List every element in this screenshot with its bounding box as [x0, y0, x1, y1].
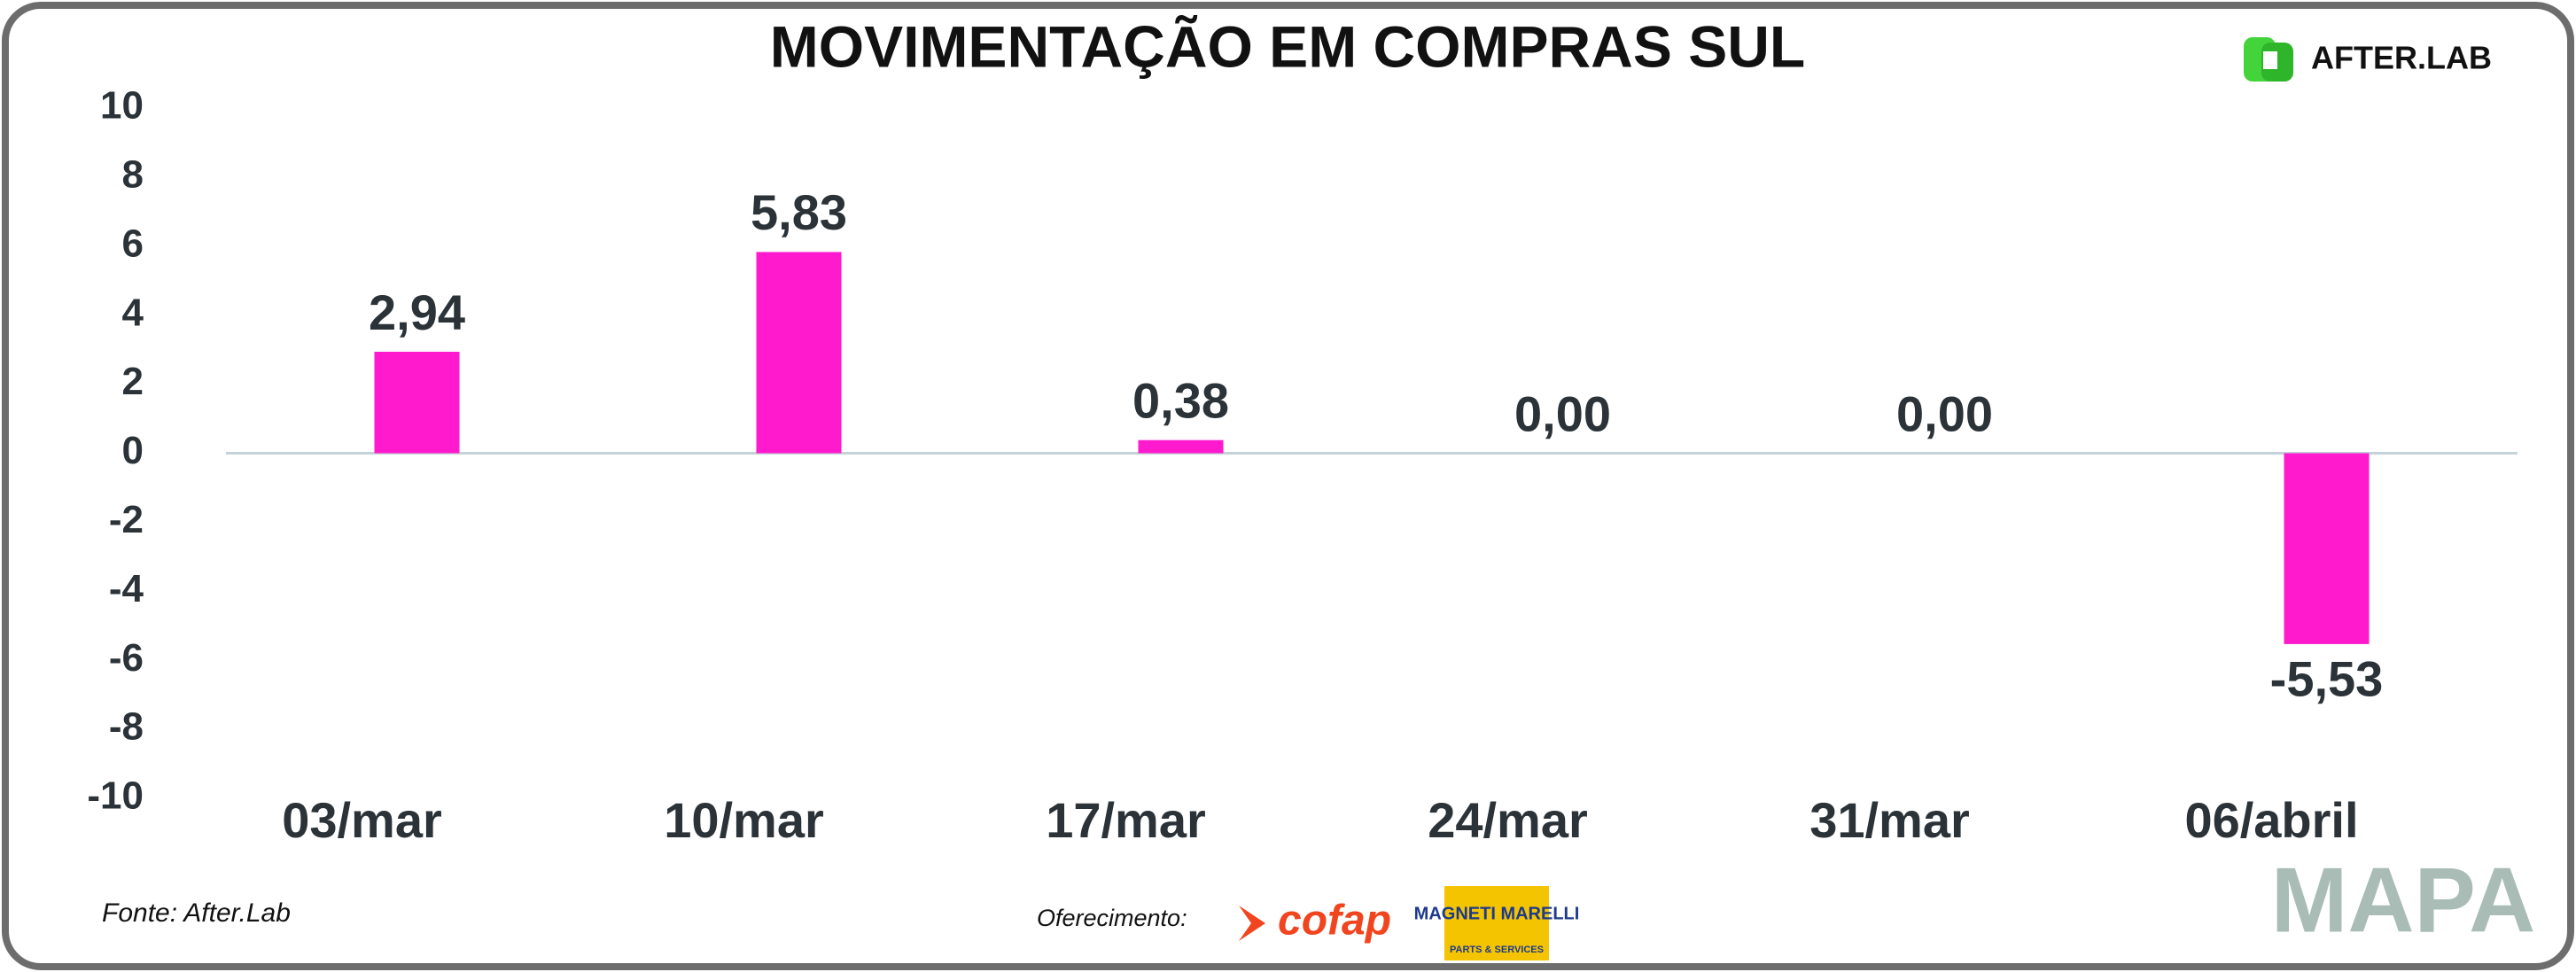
- mapa-logo: MAPA: [2271, 849, 2536, 952]
- logo-shape: [1444, 886, 1549, 960]
- bar: [756, 252, 842, 454]
- logo-shape: [1239, 906, 1265, 941]
- sponsor-label: Oferecimento:: [1037, 905, 1187, 931]
- x-tick-label: 31/mar: [1809, 792, 1970, 848]
- source: Fonte: After.Lab: [102, 898, 291, 928]
- y-tick-label: 2: [122, 360, 144, 403]
- y-tick-label: -8: [109, 705, 144, 749]
- value-label: 0,00: [1896, 385, 1993, 441]
- logo-text: AFTER.LAB: [2311, 40, 2492, 76]
- logo-text: MAGNETI MARELLI: [1414, 904, 1580, 923]
- value-label: 0,38: [1132, 372, 1229, 428]
- y-tick-label: -6: [109, 636, 144, 680]
- y-tick-label: 6: [122, 222, 144, 265]
- value-label: 5,83: [751, 184, 847, 240]
- value-label: -5,53: [2270, 651, 2384, 707]
- logo-shape: [2263, 51, 2277, 69]
- y-tick-label: 8: [122, 153, 144, 197]
- x-tick-label: 06/abril: [2184, 792, 2358, 848]
- magneti-marelli-logo: MAGNETI MARELLI PARTS & SERVICES: [1414, 886, 1580, 960]
- bar: [374, 351, 460, 454]
- chart-title: MOVIMENTAÇÃO EM COMPRAS SUL: [770, 13, 1805, 79]
- x-tick-label: 03/mar: [282, 792, 442, 848]
- bar: [1138, 439, 1224, 454]
- y-tick-label: 4: [122, 291, 144, 334]
- y-tick-label: -2: [109, 498, 144, 541]
- logo-text: PARTS & SERVICES: [1450, 945, 1544, 955]
- logo-text: cofap: [1278, 898, 1391, 945]
- value-label: 0,00: [1514, 385, 1611, 441]
- x-tick-label: 24/mar: [1428, 792, 1588, 848]
- y-tick-label: -10: [87, 774, 144, 818]
- x-tick-label: 17/mar: [1046, 792, 1206, 848]
- bar: [2284, 453, 2370, 644]
- x-tick-label: 10/mar: [664, 792, 824, 848]
- y-tick-label: 10: [100, 84, 144, 128]
- y-tick-label: -4: [109, 567, 144, 610]
- afterlab-logo: AFTER.LAB: [2244, 37, 2492, 82]
- value-label: 2,94: [369, 284, 465, 340]
- cofap-logo: cofap: [1239, 898, 1391, 945]
- y-tick-label: 0: [122, 429, 144, 472]
